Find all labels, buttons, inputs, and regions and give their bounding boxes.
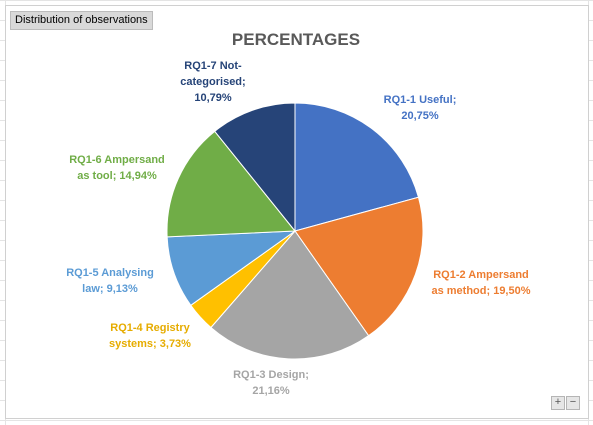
slice-data-label: RQ1-2 Ampersand as method; 19,50% <box>431 269 530 297</box>
zoom-in-button[interactable]: + <box>551 396 565 410</box>
zoom-out-button[interactable]: − <box>566 396 580 410</box>
slice-data-label: RQ1-7 Not-categorised; 10,79% <box>180 60 245 104</box>
slice-data-label: RQ1-6 Ampersand as tool; 14,94% <box>69 154 165 182</box>
pie-slice[interactable] <box>294 102 420 232</box>
pie-slice[interactable] <box>166 130 297 238</box>
chart-title: PERCENTAGES <box>232 30 360 49</box>
pie-slice[interactable] <box>214 102 296 233</box>
slice-data-label: RQ1-1 Useful; 20,75% <box>384 94 457 122</box>
pie-slice[interactable] <box>294 196 424 337</box>
slice-data-label: RQ1-3 Design; 21,16% <box>233 369 309 397</box>
chart-name-tab[interactable]: Distribution of observations <box>10 11 153 30</box>
slice-data-label: RQ1-5 Analysing law; 9,13% <box>66 267 154 295</box>
slice-data-label: RQ1-4 Registry systems; 3,73% <box>109 322 191 350</box>
pie-slices <box>166 102 424 360</box>
pie-slice[interactable] <box>210 230 370 360</box>
slice-labels: RQ1-1 Useful; 20,75% RQ1-2 Ampersand as met… <box>66 60 531 397</box>
